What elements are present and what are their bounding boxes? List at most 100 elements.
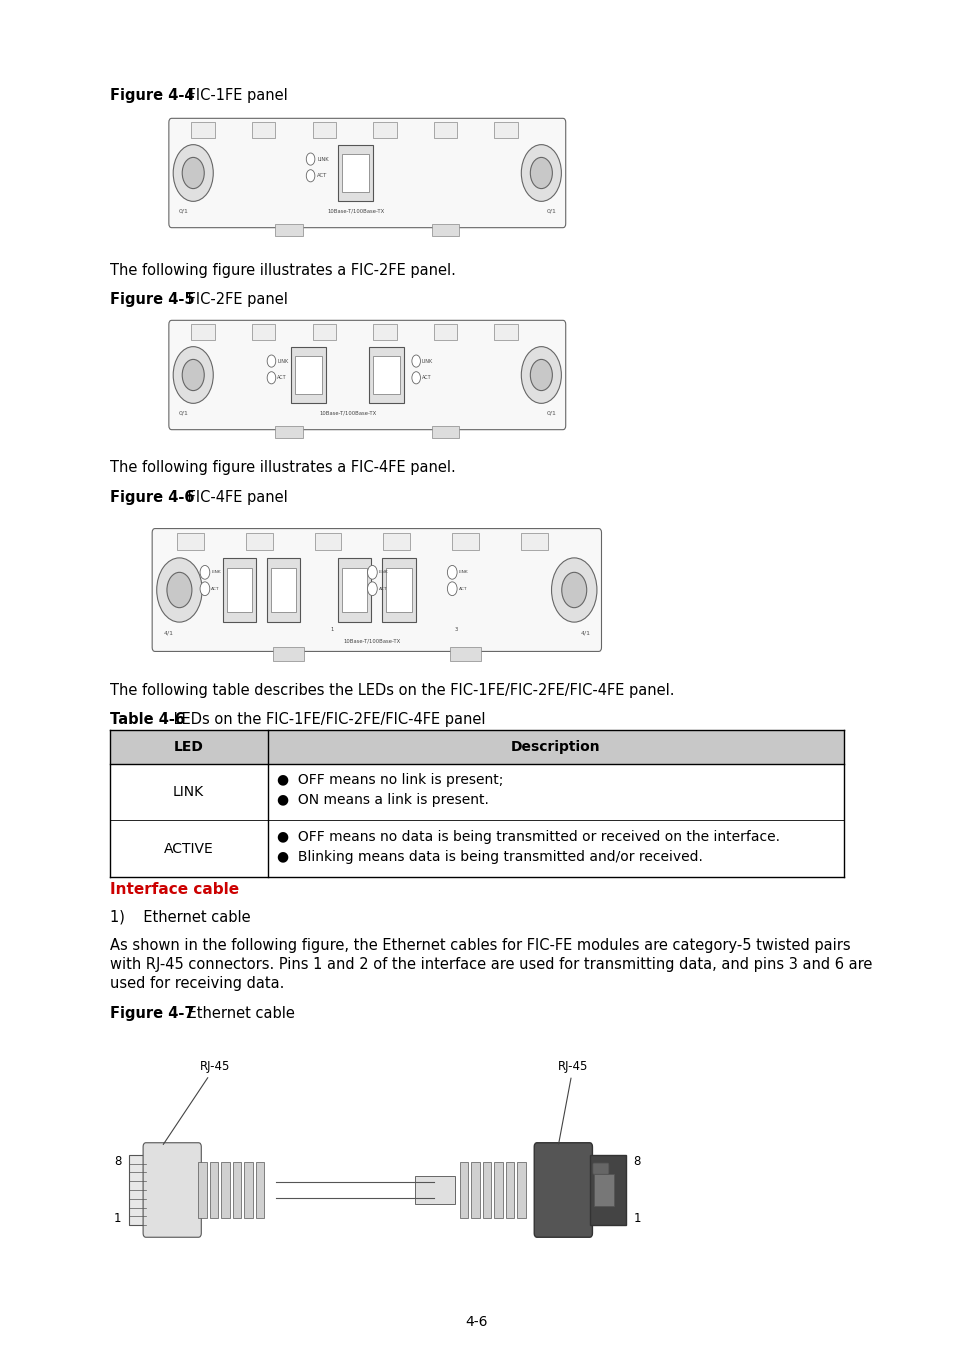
Bar <box>450 648 480 662</box>
Bar <box>459 1162 468 1218</box>
Text: 1: 1 <box>113 1212 121 1224</box>
Text: ACT: ACT <box>276 375 286 381</box>
Text: LED: LED <box>173 740 203 753</box>
Text: Table 4-6: Table 4-6 <box>110 711 185 728</box>
Bar <box>369 347 404 402</box>
Text: ACT: ACT <box>211 587 219 591</box>
Circle shape <box>200 566 210 579</box>
Circle shape <box>173 144 213 201</box>
Circle shape <box>367 582 376 595</box>
Bar <box>210 1162 218 1218</box>
Text: Description: Description <box>511 740 600 753</box>
Bar <box>110 730 843 764</box>
Text: ACT: ACT <box>316 173 327 178</box>
Circle shape <box>173 347 213 404</box>
Bar <box>382 559 416 621</box>
Text: with RJ-45 connectors. Pins 1 and 2 of the interface are used for transmitting d: with RJ-45 connectors. Pins 1 and 2 of t… <box>110 957 871 972</box>
Bar <box>267 559 300 621</box>
Bar <box>313 123 335 138</box>
Text: The following figure illustrates a FIC-4FE panel.: The following figure illustrates a FIC-4… <box>110 460 455 475</box>
Bar <box>494 1162 502 1218</box>
Text: RJ-45: RJ-45 <box>163 1060 231 1145</box>
Circle shape <box>520 144 560 201</box>
Circle shape <box>156 558 202 622</box>
Text: ACT: ACT <box>421 375 431 381</box>
Circle shape <box>267 355 275 367</box>
FancyBboxPatch shape <box>169 119 565 228</box>
Text: Figure 4-4: Figure 4-4 <box>110 88 194 103</box>
Bar <box>221 1162 230 1218</box>
Bar <box>383 533 410 549</box>
Text: LINK: LINK <box>211 570 221 574</box>
Text: ACTIVE: ACTIVE <box>164 842 213 856</box>
Text: 8: 8 <box>633 1154 640 1168</box>
Bar <box>342 154 369 193</box>
Circle shape <box>306 170 314 182</box>
Bar <box>314 533 341 549</box>
Circle shape <box>267 371 275 383</box>
Bar <box>373 324 396 340</box>
Bar <box>246 533 273 549</box>
Text: 0/1: 0/1 <box>178 208 188 213</box>
Text: Ethernet cable: Ethernet cable <box>183 1006 294 1021</box>
Text: LINK: LINK <box>316 157 328 162</box>
Bar <box>594 1174 613 1206</box>
Text: Figure 4-6: Figure 4-6 <box>110 490 194 505</box>
Bar <box>482 1162 491 1218</box>
Bar <box>337 559 371 621</box>
Bar <box>505 1162 514 1218</box>
Circle shape <box>551 558 597 622</box>
Bar <box>129 1154 146 1224</box>
Bar <box>373 123 396 138</box>
FancyBboxPatch shape <box>534 1142 592 1237</box>
Bar <box>244 1162 253 1218</box>
Bar <box>291 347 326 402</box>
Circle shape <box>447 582 456 595</box>
FancyBboxPatch shape <box>152 529 600 652</box>
Text: As shown in the following figure, the Ethernet cables for FIC-FE modules are cat: As shown in the following figure, the Et… <box>110 938 849 953</box>
Bar <box>255 1162 264 1218</box>
FancyBboxPatch shape <box>593 1164 608 1174</box>
Text: 4/1: 4/1 <box>163 630 173 636</box>
Text: 4/1: 4/1 <box>579 630 590 636</box>
Bar <box>177 533 204 549</box>
Circle shape <box>412 371 420 383</box>
Bar <box>517 1162 525 1218</box>
Bar <box>520 533 547 549</box>
Bar <box>313 324 335 340</box>
Bar <box>415 1176 455 1204</box>
Bar <box>233 1162 241 1218</box>
Text: The following table describes the LEDs on the FIC-1FE/FIC-2FE/FIC-4FE panel.: The following table describes the LEDs o… <box>110 683 674 698</box>
Text: 1)    Ethernet cable: 1) Ethernet cable <box>110 910 250 925</box>
Circle shape <box>182 359 204 390</box>
Bar <box>434 123 456 138</box>
Text: 10Base-T/100Base-TX: 10Base-T/100Base-TX <box>327 209 384 213</box>
Text: 1: 1 <box>331 628 334 632</box>
Text: LINK: LINK <box>172 786 204 799</box>
Bar <box>589 1154 625 1224</box>
Text: LINK: LINK <box>421 359 433 363</box>
Bar <box>191 123 214 138</box>
Text: ACT: ACT <box>378 587 387 591</box>
Circle shape <box>367 566 376 579</box>
Bar <box>252 324 275 340</box>
Bar <box>341 568 367 612</box>
Circle shape <box>167 572 192 608</box>
Text: Interface cable: Interface cable <box>110 882 238 896</box>
Bar <box>337 146 373 201</box>
Text: 4-6: 4-6 <box>465 1315 488 1328</box>
Circle shape <box>306 153 314 165</box>
Text: LINK: LINK <box>458 570 468 574</box>
Text: 0/1: 0/1 <box>546 410 556 416</box>
Text: 0/1: 0/1 <box>546 208 556 213</box>
Text: ●  OFF means no link is present;: ● OFF means no link is present; <box>277 774 503 787</box>
Bar <box>373 355 400 394</box>
Circle shape <box>530 158 552 189</box>
Bar <box>227 568 252 612</box>
Bar <box>191 324 214 340</box>
Bar <box>432 425 458 437</box>
Circle shape <box>182 158 204 189</box>
Text: ●  Blinking means data is being transmitted and/or received.: ● Blinking means data is being transmitt… <box>277 850 702 864</box>
Bar <box>494 123 517 138</box>
Text: FIC-2FE panel: FIC-2FE panel <box>183 292 288 306</box>
